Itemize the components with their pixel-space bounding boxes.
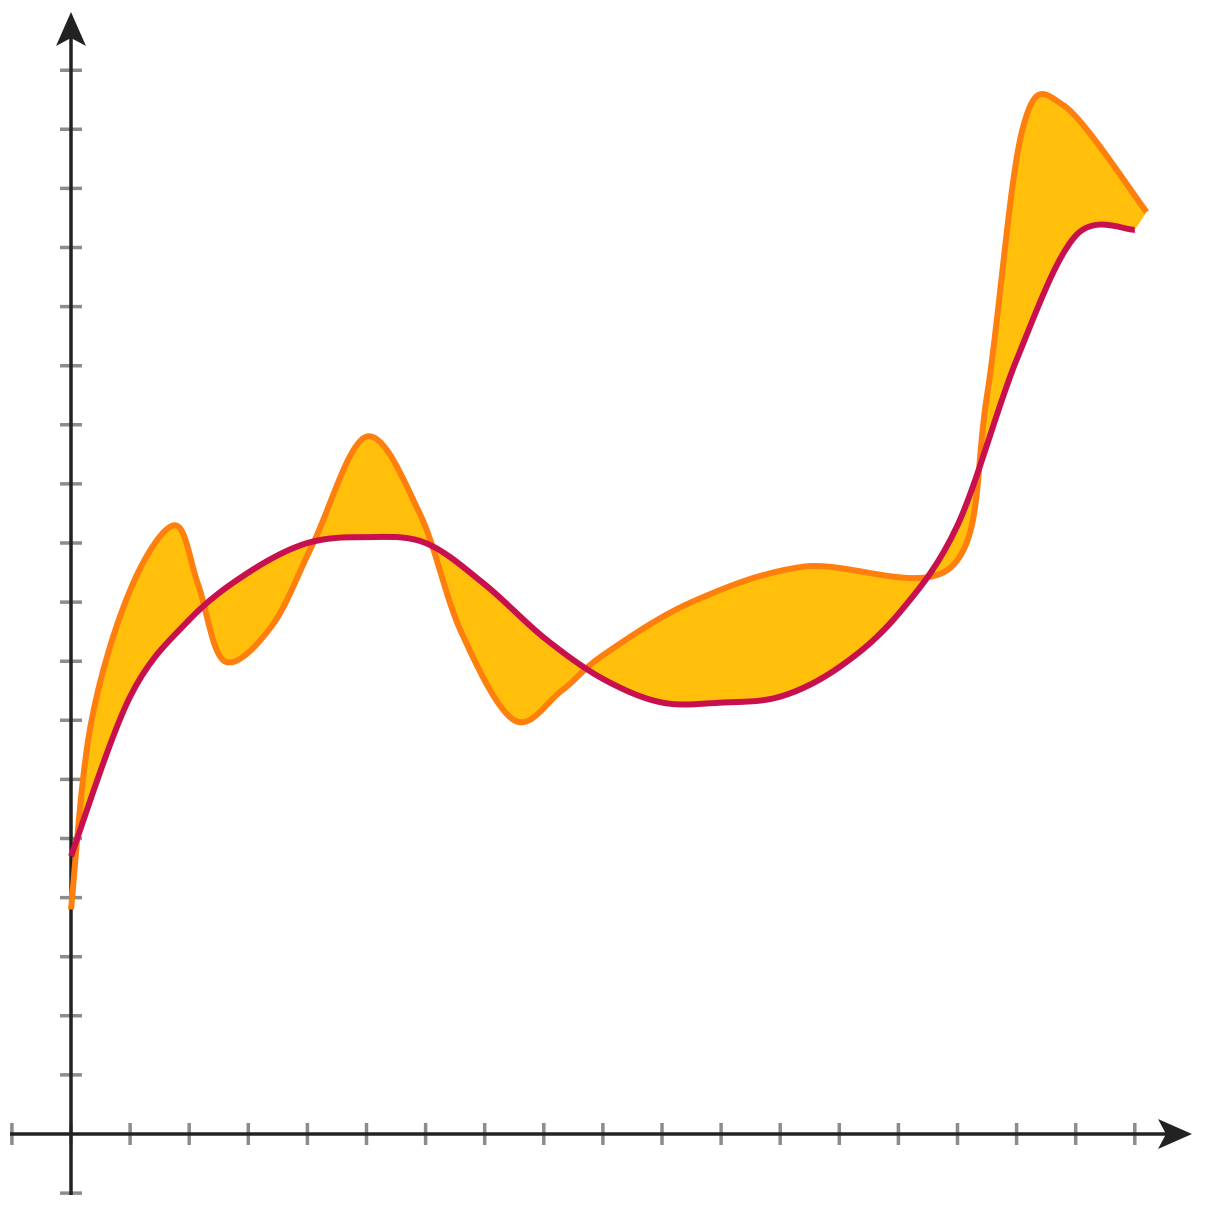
axes-group xyxy=(10,12,1192,1195)
y-axis-arrow-icon xyxy=(56,12,86,46)
series-line-smooth xyxy=(68,221,1136,858)
fill-group xyxy=(71,93,1147,910)
x-axis-arrow-icon xyxy=(1158,1119,1192,1149)
series-group xyxy=(68,91,1149,910)
fill-between-area xyxy=(71,93,1147,910)
series-line-wavy xyxy=(68,91,1149,910)
